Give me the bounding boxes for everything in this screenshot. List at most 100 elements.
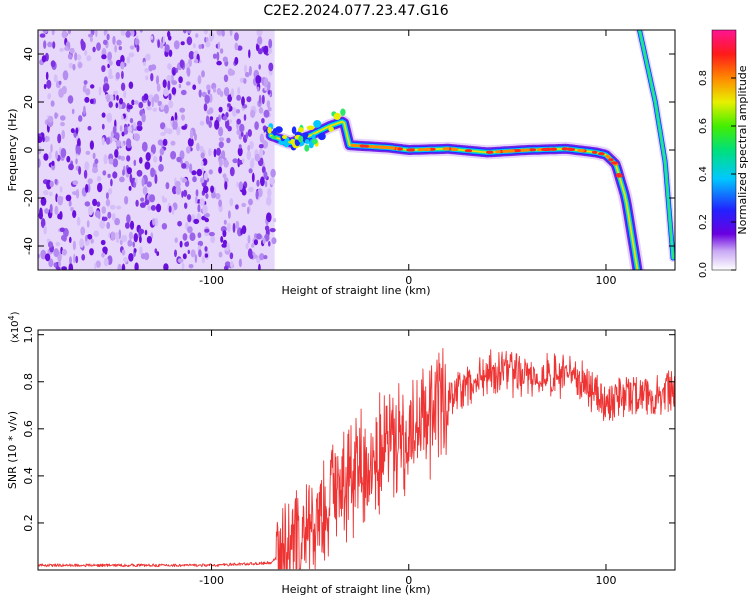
signal-hotspot bbox=[452, 147, 459, 151]
signal-hotspot bbox=[546, 147, 552, 151]
noise-speck bbox=[131, 99, 135, 106]
noise-speck bbox=[55, 150, 58, 160]
noise-speck bbox=[218, 137, 225, 142]
noise-speck bbox=[150, 64, 157, 71]
signal-hotspot bbox=[495, 150, 501, 154]
noise-speck bbox=[200, 177, 205, 184]
noise-speck bbox=[229, 166, 235, 177]
noise-speck bbox=[107, 51, 112, 61]
noise-speck bbox=[108, 68, 113, 78]
noise-speck bbox=[144, 199, 150, 206]
noise-speck bbox=[75, 158, 78, 165]
noise-speck bbox=[135, 199, 139, 207]
noise-speck bbox=[80, 226, 86, 236]
noise-speck bbox=[156, 83, 161, 92]
noise-speck bbox=[40, 218, 46, 229]
noise-speck bbox=[143, 93, 149, 101]
noise-speck bbox=[115, 140, 122, 147]
noise-speck bbox=[182, 233, 188, 241]
signal-hotspot bbox=[608, 158, 614, 162]
signal-patch bbox=[311, 134, 316, 140]
noise-speck bbox=[204, 246, 208, 252]
noise-speck bbox=[114, 44, 117, 53]
noise-speck bbox=[120, 30, 126, 36]
noise-speck bbox=[254, 153, 261, 162]
noise-speck bbox=[94, 158, 99, 165]
noise-speck bbox=[170, 150, 177, 160]
noise-speck bbox=[266, 100, 271, 109]
noise-speck bbox=[179, 150, 185, 160]
noise-speck bbox=[139, 157, 143, 164]
noise-speck bbox=[146, 236, 152, 244]
noise-speck bbox=[212, 53, 217, 59]
noise-speck bbox=[102, 246, 108, 254]
signal-patch bbox=[278, 139, 286, 146]
noise-speck bbox=[266, 214, 272, 223]
noise-speck bbox=[43, 153, 49, 161]
noise-speck bbox=[69, 236, 72, 243]
noise-speck bbox=[187, 214, 192, 223]
spectrogram-y-tick-label: -20 bbox=[22, 189, 35, 207]
noise-speck bbox=[247, 145, 251, 152]
noise-speck bbox=[58, 80, 62, 85]
noise-speck bbox=[248, 168, 253, 174]
noise-speck bbox=[144, 161, 151, 170]
noise-speck bbox=[219, 48, 224, 54]
noise-speck bbox=[87, 125, 92, 131]
noise-speck bbox=[167, 63, 172, 70]
snr-y-tick-label: 0.8 bbox=[22, 373, 35, 391]
noise-speck bbox=[162, 79, 167, 88]
noise-speck bbox=[72, 191, 78, 196]
noise-speck bbox=[203, 30, 209, 35]
noise-speck bbox=[129, 117, 134, 124]
noise-speck bbox=[267, 106, 272, 112]
colorbar-tick-label: 0.8 bbox=[698, 70, 709, 86]
colorbar-tick-label: 0.6 bbox=[698, 118, 709, 134]
signal-patch bbox=[291, 126, 297, 134]
noise-speck bbox=[226, 222, 231, 233]
noise-speck bbox=[193, 218, 200, 225]
noise-speck bbox=[85, 150, 91, 155]
signal-hotspot bbox=[528, 148, 537, 152]
noise-speck bbox=[133, 233, 138, 243]
spectrogram-y-tick-label: 20 bbox=[22, 95, 35, 109]
signal-hotspot bbox=[397, 147, 403, 151]
noise-speck bbox=[221, 150, 226, 160]
noise-speck bbox=[214, 119, 220, 130]
noise-speck bbox=[241, 185, 246, 195]
noise-speck bbox=[235, 204, 239, 210]
noise-speck bbox=[146, 106, 153, 111]
noise-speck bbox=[78, 115, 83, 122]
noise-speck bbox=[146, 181, 152, 188]
signal-patch bbox=[272, 128, 277, 136]
noise-speck bbox=[92, 46, 96, 53]
noise-speck bbox=[250, 109, 256, 119]
noise-speck bbox=[160, 132, 166, 136]
noise-speck bbox=[241, 202, 247, 208]
noise-speck bbox=[247, 206, 250, 215]
noise-speck bbox=[268, 62, 274, 72]
noise-speck bbox=[155, 75, 160, 85]
signal-patch bbox=[306, 125, 315, 131]
noise-speck bbox=[116, 94, 119, 101]
noise-speck bbox=[205, 115, 210, 125]
noise-speck bbox=[256, 30, 263, 37]
noise-speck bbox=[127, 240, 133, 247]
noise-speck bbox=[197, 204, 201, 213]
spectrogram-y-tick-label: 0 bbox=[22, 147, 35, 154]
noise-speck bbox=[79, 238, 85, 248]
noise-speck bbox=[268, 38, 273, 49]
signal-hotspot bbox=[375, 145, 383, 149]
spectrogram-panel: -100 0 100 -40 -20 0 20 40 Height of straight l… bbox=[6, 29, 676, 297]
noise-speck bbox=[101, 252, 105, 258]
noise-speck bbox=[253, 239, 258, 246]
noise-speck bbox=[68, 163, 74, 171]
noise-speck bbox=[251, 243, 255, 248]
noise-speck bbox=[150, 167, 155, 178]
noise-speck bbox=[245, 242, 249, 250]
noise-speck bbox=[86, 234, 93, 240]
secondary-signal-track bbox=[638, 30, 674, 259]
noise-speck bbox=[41, 55, 47, 63]
noise-speck bbox=[128, 231, 133, 240]
noise-speck bbox=[243, 64, 248, 74]
